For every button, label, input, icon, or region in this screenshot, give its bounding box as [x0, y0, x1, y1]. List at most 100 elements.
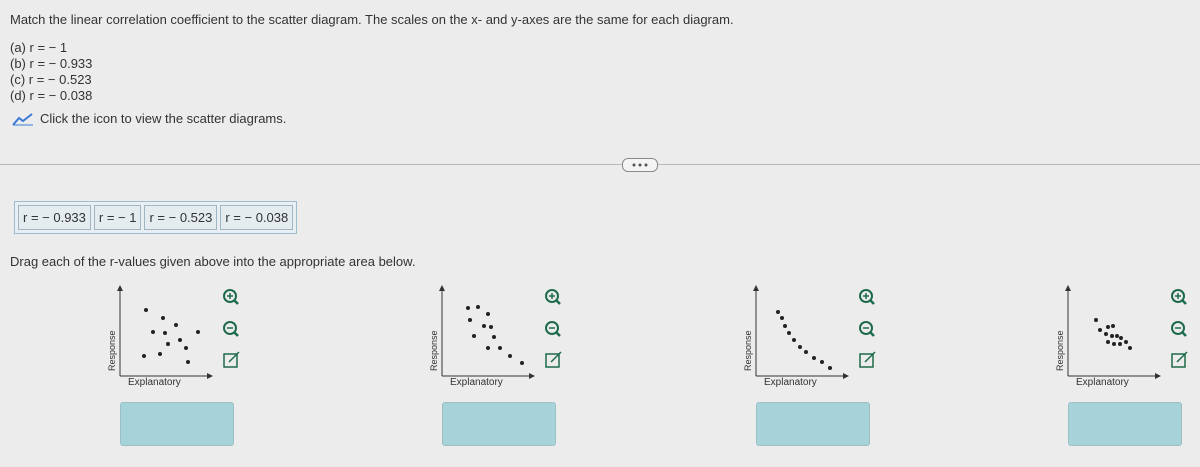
dot [783, 324, 787, 328]
dot [1112, 342, 1116, 346]
handle [1181, 299, 1187, 305]
expand[interactable] [859, 351, 876, 368]
icon-column [545, 289, 562, 368]
arrow [529, 373, 535, 379]
dot [486, 346, 490, 350]
arrow [1176, 351, 1188, 363]
handle [869, 299, 875, 305]
link-text[interactable]: Click the icon to view the scatter diagr… [40, 111, 287, 126]
answer-bank: r = − 0.933 r = − 1 r = − 0.523 r = − 0.… [14, 201, 298, 234]
item: (c) r = − 0.523 [10, 72, 92, 87]
r-chip[interactable]: r = − 0.933 [18, 205, 91, 230]
frame [859, 353, 874, 368]
lens [1171, 321, 1185, 335]
dot [792, 338, 796, 342]
zoom-in[interactable] [859, 289, 875, 305]
drop-area[interactable] [442, 402, 556, 446]
divider [0, 164, 1200, 165]
handle [555, 299, 561, 305]
x-axis-label: Explanatory [764, 377, 817, 388]
lens [223, 321, 237, 335]
dot [776, 310, 780, 314]
dot [1111, 324, 1115, 328]
scatter-thumbnail[interactable] [110, 282, 250, 382]
arrow [207, 373, 213, 379]
item: (a) r = − 1 [10, 40, 68, 55]
zoom-in[interactable] [545, 289, 561, 305]
icon-column [223, 289, 240, 368]
dot [780, 316, 784, 320]
drop-area[interactable] [756, 402, 870, 446]
expand[interactable] [545, 351, 562, 368]
dot [1119, 336, 1123, 340]
lens [1171, 289, 1185, 303]
y-axis-label: Response [107, 330, 117, 371]
arrow [753, 285, 759, 291]
arrow [843, 373, 849, 379]
dot [1106, 340, 1110, 344]
zoom-in[interactable] [1171, 289, 1187, 305]
dot [163, 331, 167, 335]
dot [166, 342, 170, 346]
view-diagrams-link[interactable]: Click the icon to view the scatter diagr… [12, 111, 286, 126]
dot [492, 335, 496, 339]
dot [476, 305, 480, 309]
arrow [439, 285, 445, 291]
dot [1115, 334, 1119, 338]
dot [472, 334, 476, 338]
dot [798, 345, 802, 349]
lens [859, 321, 873, 335]
item-list: (a) r = − 1 (b) r = − 0.933 (c) r = − 0.… [10, 40, 92, 104]
arrow [1065, 285, 1071, 291]
expand[interactable] [223, 351, 240, 368]
r-chip[interactable]: r = − 0.523 [144, 205, 218, 230]
dot [196, 330, 200, 334]
dot [142, 354, 146, 358]
expand[interactable] [1171, 351, 1188, 368]
dot [1094, 318, 1098, 322]
x-axis-label: Explanatory [450, 377, 503, 388]
y-axis-label: Response [1055, 330, 1065, 371]
arrow [550, 351, 562, 363]
zoom-out[interactable] [223, 321, 239, 337]
x-axis-label: Explanatory [128, 377, 181, 388]
dot [184, 346, 188, 350]
scatter-thumbnail[interactable] [746, 282, 886, 382]
scatter-thumbnail[interactable] [1058, 282, 1198, 382]
lens [859, 289, 873, 303]
r-chip[interactable]: r = − 0.038 [220, 205, 294, 230]
dot [1106, 325, 1110, 329]
frame [223, 353, 238, 368]
zoom-in[interactable] [223, 289, 239, 305]
dot [787, 331, 791, 335]
arrow [117, 285, 123, 291]
handle [555, 331, 561, 337]
frame [545, 353, 560, 368]
drop-area[interactable] [120, 402, 234, 446]
x-axis-label: Explanatory [1076, 377, 1129, 388]
zoom-out[interactable] [859, 321, 875, 337]
drop-area[interactable] [1068, 402, 1182, 446]
y-axis-label: Response [743, 330, 753, 371]
dot [804, 350, 808, 354]
more-button[interactable] [622, 158, 658, 172]
dot [482, 324, 486, 328]
arrow [864, 351, 876, 363]
dot [520, 361, 524, 365]
dot [151, 330, 155, 334]
zoom-out[interactable] [1171, 321, 1187, 337]
zoom-out[interactable] [545, 321, 561, 337]
dot [158, 352, 162, 356]
lens [223, 289, 237, 303]
dot [1118, 342, 1122, 346]
scatter-thumbnail[interactable] [432, 282, 572, 382]
handle [869, 331, 875, 337]
dot [466, 306, 470, 310]
dot [186, 360, 190, 364]
dot [486, 312, 490, 316]
lens [545, 289, 559, 303]
r-chip[interactable]: r = − 1 [93, 205, 142, 230]
dot [144, 308, 148, 312]
chart-icon [12, 112, 33, 126]
